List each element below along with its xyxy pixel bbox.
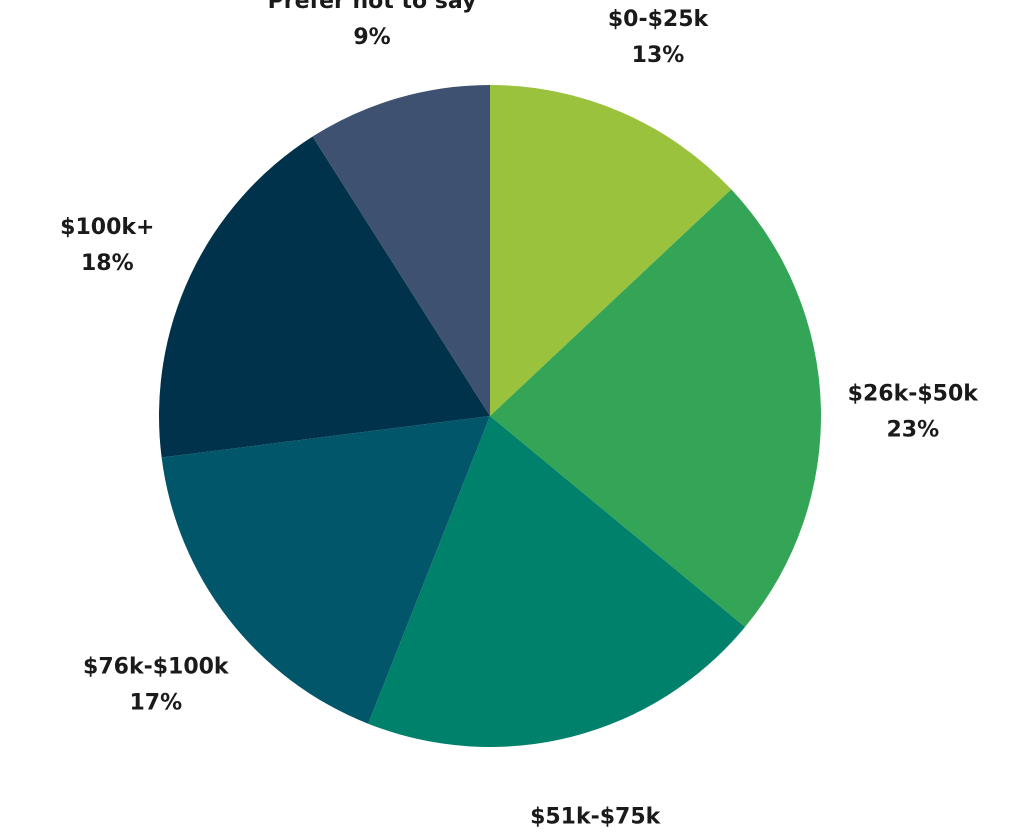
slice-percent-label: 17%: [129, 690, 182, 715]
pie-slice-0-25k: [490, 85, 732, 416]
slice-label-0-25k: $0-$25k 13%: [608, 7, 710, 68]
pie-slice-100k: [158, 136, 490, 458]
slice-label-51k-75k: $51k-$75k20%: [530, 805, 662, 837]
pie-slice-prefer-not-to-say: [312, 85, 490, 416]
slice-percent-label: 18%: [81, 251, 134, 276]
slice-percent-label: 23%: [886, 418, 939, 443]
slice-percent-label: 9%: [353, 25, 390, 50]
slice-label-prefer-not-to-say: Prefer not to say 9%: [268, 0, 477, 50]
slice-percent-label: 13%: [632, 43, 685, 68]
slice-category-label: $26k-$50k: [848, 382, 980, 407]
slice-label-26k-50k: $26k-$50k 23%: [848, 382, 980, 443]
pie-slices: [158, 85, 822, 748]
slice-category-label: $100k+: [60, 215, 154, 240]
slice-label-76k-100k: $76k-$100k 17%: [83, 654, 230, 715]
pie-slice-51k-75k: [368, 416, 746, 748]
pie-slice-76k-100k: [161, 416, 491, 724]
slice-category-label: Prefer not to say: [268, 0, 477, 14]
slice-category-label: $0-$25k: [608, 7, 710, 32]
pie-slice-26k-50k: [490, 189, 822, 627]
slice-category-label: $51k-$75k: [530, 805, 662, 830]
pie-labels: $0-$25k 13% $26k-$50k 23% $51k-$75k20% $76k-$…: [60, 0, 980, 837]
slice-category-label: $76k-$100k: [83, 654, 230, 679]
slice-label-100k: $100k+ 18%: [60, 215, 154, 276]
